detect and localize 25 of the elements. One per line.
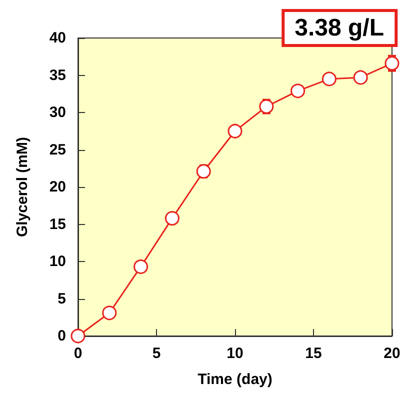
point	[322, 72, 336, 86]
y-tick-label: 40	[49, 30, 66, 46]
y-tick-label: 15	[49, 216, 66, 233]
point	[228, 124, 242, 138]
y-tick-label: 25	[49, 141, 66, 158]
point	[290, 84, 306, 98]
point	[134, 259, 148, 274]
point	[70, 328, 86, 344]
x-tick-label: 0	[74, 345, 82, 362]
point	[353, 70, 368, 85]
x-tick-label: 20	[384, 345, 400, 362]
y-tick-label: 10	[49, 253, 66, 270]
y-tick-label: 20	[49, 178, 66, 196]
x-tick-label: 15	[305, 345, 322, 362]
x-axis-title: Time (day)	[198, 371, 272, 388]
y-tick-label: 0	[58, 328, 66, 344]
point	[102, 306, 117, 320]
x-tick-label: 5	[152, 345, 161, 362]
y-tick-label: 30	[49, 104, 66, 121]
y-tick-label: 5	[58, 290, 66, 308]
y-axis-title: Glycerol (mM)	[14, 136, 31, 238]
annotation: 3.38 g/L	[294, 14, 384, 42]
point	[164, 211, 180, 226]
y-tick-label: 35	[49, 66, 66, 84]
x-tick-label: 10	[226, 345, 244, 362]
